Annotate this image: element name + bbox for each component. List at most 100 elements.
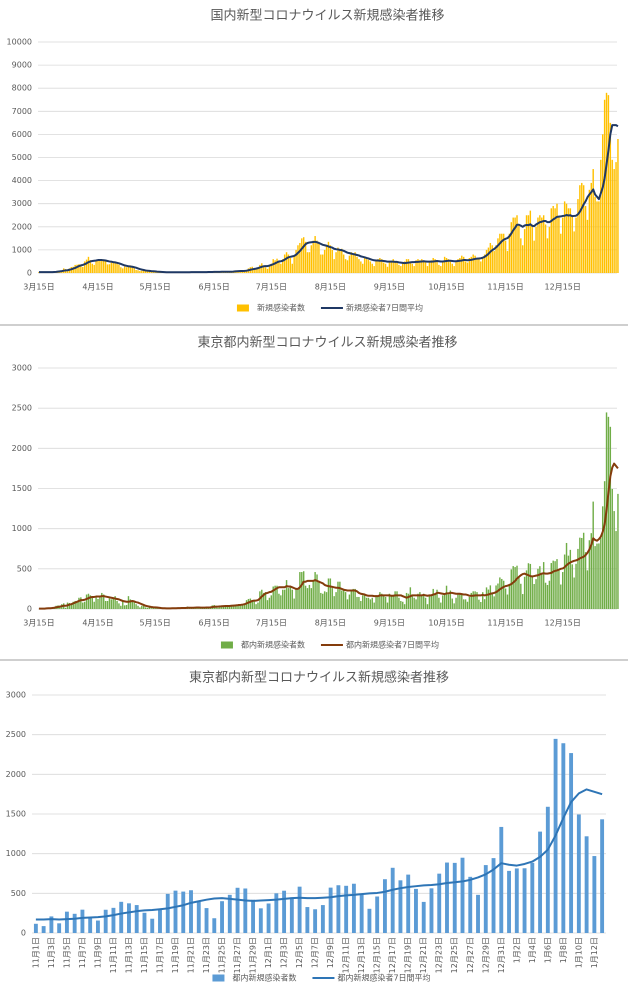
bar <box>382 594 385 609</box>
bar <box>407 593 410 609</box>
bar <box>569 753 574 933</box>
bar <box>577 199 579 273</box>
bar <box>318 242 320 273</box>
bar <box>291 589 293 609</box>
bar <box>495 245 497 273</box>
bar <box>255 604 257 609</box>
bar <box>598 201 600 273</box>
bar <box>346 260 349 273</box>
bar <box>123 266 126 273</box>
bar <box>316 240 318 273</box>
bar <box>573 577 575 609</box>
x-tick-label: 7月15日 <box>256 619 287 628</box>
bar <box>103 909 108 933</box>
bar <box>365 259 368 273</box>
bar <box>434 593 436 609</box>
bar <box>432 588 434 609</box>
x-tick-label: 12月19日 <box>404 937 413 973</box>
bar <box>323 591 326 609</box>
bar <box>318 582 320 609</box>
bar <box>354 252 356 273</box>
bar <box>110 599 113 609</box>
bar <box>381 593 383 609</box>
bar <box>409 261 412 273</box>
bar <box>352 254 354 273</box>
bar <box>299 572 301 609</box>
bar <box>582 185 585 273</box>
bar <box>259 264 261 273</box>
bar <box>217 607 219 609</box>
bar <box>142 270 145 273</box>
bar <box>584 552 587 609</box>
bar <box>358 596 360 609</box>
bar <box>485 587 488 609</box>
bar <box>97 598 99 609</box>
bar <box>264 592 267 609</box>
bar <box>413 597 415 609</box>
bar <box>392 595 394 609</box>
bar <box>398 264 400 273</box>
bar <box>414 888 418 933</box>
x-tick-label: 12月15日 <box>373 937 382 973</box>
bar <box>104 600 107 609</box>
bar <box>125 604 128 609</box>
bar <box>596 201 598 273</box>
bar <box>592 856 597 933</box>
bar <box>367 597 370 609</box>
bar <box>398 880 403 933</box>
bar <box>375 261 377 273</box>
x-tick-label: 12月15日 <box>545 619 581 628</box>
bar <box>295 249 297 273</box>
bar <box>150 271 153 273</box>
bar <box>449 590 452 609</box>
bar <box>283 589 286 609</box>
bar <box>360 261 362 273</box>
bar <box>442 595 444 609</box>
bar <box>369 261 372 273</box>
bar <box>535 579 537 609</box>
bar <box>447 594 450 609</box>
bar <box>476 592 478 609</box>
bar <box>150 918 155 933</box>
bar <box>76 264 78 273</box>
bar <box>322 593 324 609</box>
x-tick-label: 11月11日 <box>109 937 118 973</box>
bar <box>282 890 287 933</box>
x-tick-label: 12月17日 <box>388 937 397 973</box>
bar <box>85 594 88 609</box>
bar <box>253 600 255 609</box>
bar <box>461 593 463 609</box>
bar <box>539 566 541 609</box>
bar <box>327 241 330 273</box>
bar <box>495 585 497 609</box>
x-tick-label: 11月15日 <box>140 937 149 973</box>
bar <box>379 257 381 273</box>
bar <box>429 888 434 933</box>
bar <box>466 262 469 273</box>
bar <box>297 886 302 933</box>
bar <box>430 260 433 273</box>
bar <box>236 604 238 609</box>
bar <box>257 602 259 609</box>
bar <box>586 219 589 273</box>
bar <box>525 215 528 273</box>
bar <box>356 256 358 273</box>
bar <box>304 585 307 609</box>
legend-label: 都内新規感染者数 <box>232 973 296 983</box>
bar <box>106 264 109 273</box>
bar <box>251 600 253 609</box>
bar <box>529 563 532 609</box>
legend-label: 新規感染者数 <box>257 303 305 313</box>
x-tick-label: 11月13日 <box>124 937 133 973</box>
bar <box>548 580 551 609</box>
y-tick-label: 1000 <box>12 245 32 254</box>
bar <box>396 591 398 609</box>
bar <box>588 540 591 609</box>
bar <box>341 590 343 609</box>
bar <box>417 259 419 273</box>
bar <box>493 251 495 273</box>
bar <box>227 894 232 933</box>
legend-swatch <box>212 974 225 982</box>
bar <box>278 593 280 609</box>
